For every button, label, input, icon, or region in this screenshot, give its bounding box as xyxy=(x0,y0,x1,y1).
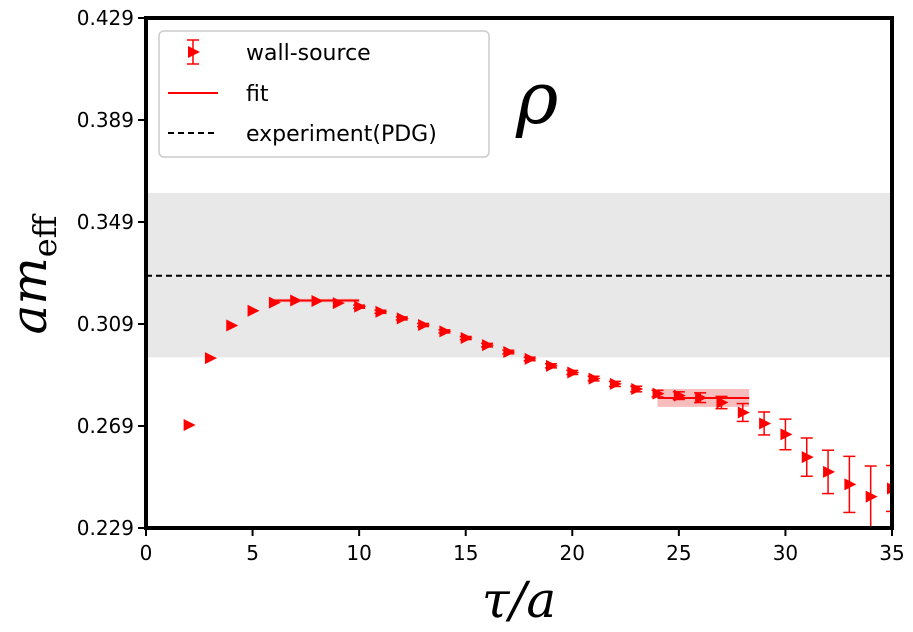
data-point xyxy=(459,332,473,345)
data-point xyxy=(268,296,281,309)
y-tick-label: 0.389 xyxy=(77,108,134,132)
triangle-marker xyxy=(844,478,857,491)
data-point xyxy=(183,418,196,431)
data-point xyxy=(758,411,772,436)
data-point xyxy=(332,297,345,310)
triangle-marker xyxy=(524,352,537,365)
triangle-marker xyxy=(460,332,473,345)
triangle-marker xyxy=(332,297,345,310)
data-point xyxy=(438,325,452,338)
triangle-marker xyxy=(759,417,772,430)
data-point xyxy=(672,389,686,402)
data-point xyxy=(864,465,878,528)
x-tick-label: 0 xyxy=(140,541,153,565)
data-point xyxy=(311,295,324,308)
data-point xyxy=(395,312,409,325)
y-tick-label: 0.269 xyxy=(77,414,134,438)
data-point xyxy=(417,319,431,332)
data-point xyxy=(502,346,516,359)
experiment-group xyxy=(146,192,892,358)
y-axis-label: ameff xyxy=(0,213,64,334)
data-point xyxy=(587,372,601,385)
data-point xyxy=(353,300,367,313)
triangle-marker xyxy=(695,391,708,404)
x-tick-label: 35 xyxy=(879,541,904,565)
data-point xyxy=(204,352,217,365)
data-series-wall-source xyxy=(183,294,892,528)
data-point xyxy=(247,304,260,317)
x-tick-label: 5 xyxy=(246,541,259,565)
triangle-marker xyxy=(609,377,622,390)
x-tick-label: 15 xyxy=(453,541,478,565)
triangle-marker xyxy=(439,325,452,338)
data-point xyxy=(800,437,814,477)
triangle-marker xyxy=(311,295,324,308)
x-tick-label: 10 xyxy=(346,541,371,565)
y-axis-label-main: am xyxy=(0,257,58,334)
data-point xyxy=(822,449,836,495)
triangle-marker xyxy=(801,451,814,464)
triangle-marker xyxy=(567,366,580,379)
y-tick-label: 0.309 xyxy=(77,312,134,336)
triangle-marker xyxy=(247,304,260,317)
triangle-marker xyxy=(183,418,196,431)
data-point xyxy=(374,305,388,318)
x-tick-label: 20 xyxy=(560,541,585,565)
y-tick-label: 0.229 xyxy=(77,516,134,540)
triangle-marker xyxy=(268,296,281,309)
legend-label-wall-source: wall-source xyxy=(246,41,371,66)
triangle-marker xyxy=(737,406,750,419)
data-point xyxy=(651,387,665,400)
chart-title: ρ xyxy=(515,56,558,140)
x-axis-label: τ/a xyxy=(482,571,556,629)
data-point xyxy=(694,391,708,404)
triangle-marker xyxy=(780,428,793,441)
legend: wall-source fit experiment(PDG) xyxy=(158,30,490,158)
triangle-marker xyxy=(673,389,686,402)
x-tick-label: 30 xyxy=(773,541,798,565)
triangle-marker xyxy=(375,305,388,318)
data-point xyxy=(523,352,537,365)
triangle-marker xyxy=(545,359,558,372)
triangle-marker xyxy=(226,319,239,332)
data-point xyxy=(779,418,793,451)
data-point xyxy=(608,377,622,390)
y-tick-label: 0.429 xyxy=(77,6,134,30)
data-point xyxy=(715,395,729,410)
data-point xyxy=(481,339,495,352)
data-point xyxy=(566,366,580,379)
data-point xyxy=(544,359,558,372)
legend-wall-source-marker xyxy=(187,39,200,65)
x-tick-label: 25 xyxy=(666,541,691,565)
triangle-marker xyxy=(652,387,665,400)
data-point xyxy=(736,402,750,423)
legend-triangle-marker xyxy=(188,46,200,58)
triangle-marker xyxy=(290,294,303,307)
legend-box xyxy=(158,30,490,158)
triangle-marker xyxy=(204,352,217,365)
data-point xyxy=(843,455,857,514)
data-point xyxy=(226,319,239,332)
legend-label-fit: fit xyxy=(246,82,269,107)
triangle-marker xyxy=(354,300,367,313)
data-point xyxy=(290,294,303,307)
triangle-marker xyxy=(588,372,601,385)
plot-frame xyxy=(144,16,894,530)
legend-label-experiment: experiment(PDG) xyxy=(246,122,437,147)
triangle-marker xyxy=(631,383,644,396)
y-axis-label-subscript: eff xyxy=(26,213,64,257)
triangle-marker xyxy=(396,312,409,325)
triangle-marker xyxy=(823,465,836,478)
triangle-marker xyxy=(418,319,431,332)
triangle-marker xyxy=(716,396,729,409)
data-point xyxy=(630,383,644,396)
axis-ticks: 0 5 10 15 20 25 30 35 0.229 0.269 0.309 0.349 0.389 0… xyxy=(77,6,905,565)
triangle-marker xyxy=(865,490,878,503)
triangle-marker xyxy=(482,339,495,352)
y-tick-label: 0.349 xyxy=(77,210,134,234)
triangle-marker xyxy=(503,346,516,359)
